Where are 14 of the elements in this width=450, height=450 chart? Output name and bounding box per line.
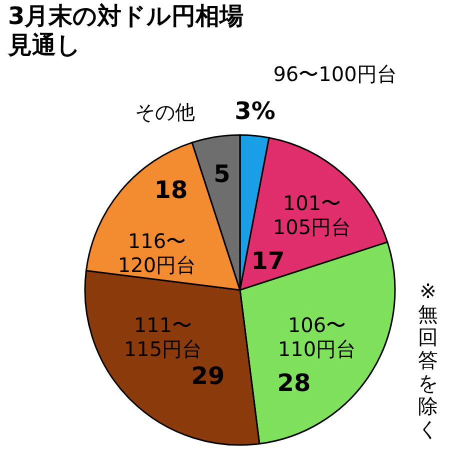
data-label: 28 xyxy=(277,369,311,397)
slice-label: 101〜105円台 xyxy=(272,191,352,239)
data-label: 3% xyxy=(234,97,276,125)
data-label: 18 xyxy=(154,176,188,204)
slice-label: 96〜100円台 xyxy=(273,62,397,86)
data-label: 5 xyxy=(214,160,230,188)
text: ※無回答を除く xyxy=(418,279,438,441)
data-label: 17 xyxy=(251,247,285,275)
data-label: 29 xyxy=(191,362,225,390)
slice-label: 111〜115円台 xyxy=(124,313,202,361)
slice-label: その他 xyxy=(135,100,195,124)
slice-label: 106〜110円台 xyxy=(278,313,356,361)
chart-title: 3月末の対ドル円相場見通し xyxy=(7,2,244,59)
slice-label: 116〜120円台 xyxy=(118,229,196,277)
